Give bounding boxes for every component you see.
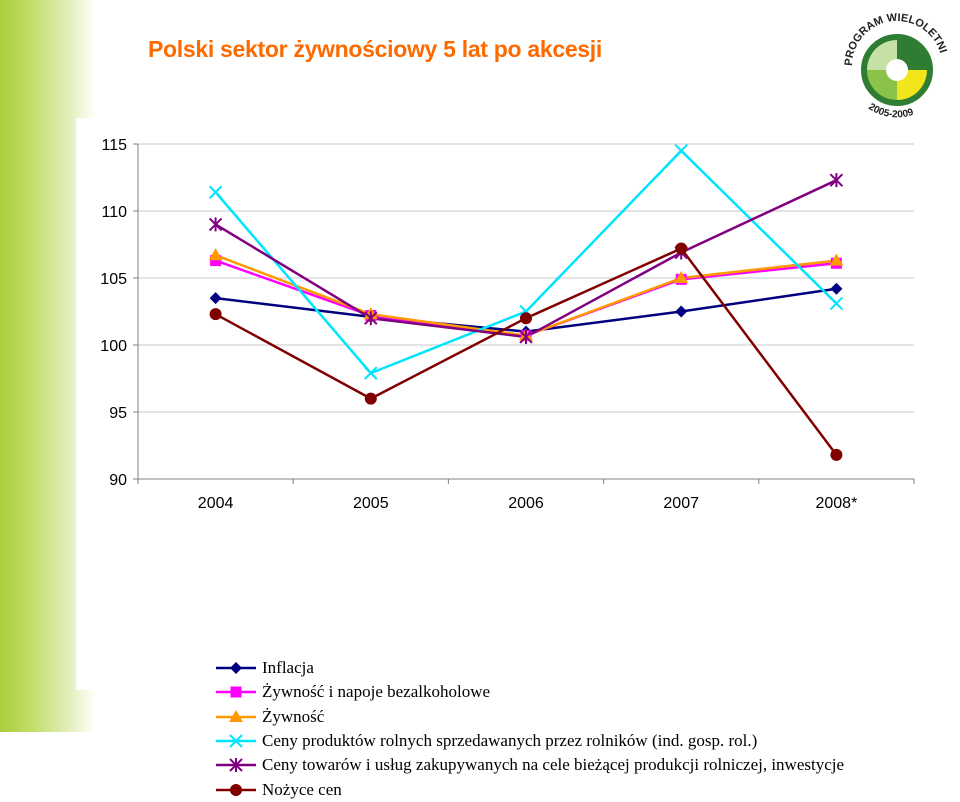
data-point-circle [209, 308, 222, 321]
data-point-circle [520, 312, 532, 325]
chart-legend: Inflacja Żywność i napoje bezalkoholowe Ży… [216, 656, 844, 802]
data-point-diamond [675, 305, 688, 318]
data-point-diamond [830, 282, 843, 295]
data-point-x [674, 143, 688, 158]
x-tick-label: 2005 [353, 495, 389, 512]
x-tick-label: 2004 [198, 495, 234, 512]
y-tick-label: 95 [109, 405, 127, 422]
data-point-triangle [829, 253, 844, 266]
legend-marker-diamond [230, 662, 242, 675]
legend-item: Inflacja [216, 656, 844, 680]
data-point-diamond [209, 292, 222, 305]
data-point-asterisk [519, 329, 533, 344]
legend-label: Żywność i napoje bezalkoholowe [262, 682, 491, 702]
legend-marker-circle [230, 783, 242, 796]
data-point-x [208, 185, 223, 199]
data-point-asterisk [208, 217, 223, 232]
data-point-x [364, 366, 378, 380]
legend-item: Nożyce cen [216, 777, 844, 801]
series-markers [208, 143, 844, 461]
y-tick-label: 115 [101, 137, 127, 154]
data-point-triangle [208, 248, 223, 261]
chart-panel: 90 95 100 105 110 115 2004 2005 2006 2007 2008* In… [76, 118, 960, 799]
legend-item: Żywność i napoje bezalkoholowe [216, 680, 844, 704]
legend-label: Nożyce cen [262, 779, 342, 799]
x-tick-label: 2008* [815, 495, 857, 512]
legend-swatch-asterisk [216, 758, 256, 773]
legend-label: Ceny towarów i usług zakupywanych na cel… [262, 755, 845, 775]
legend-marker-triangle [229, 709, 243, 722]
y-tick-label: 105 [100, 271, 127, 288]
data-point-triangle [674, 271, 689, 283]
y-tick-label: 90 [109, 472, 127, 489]
data-point-asterisk [829, 173, 844, 188]
legend-swatch-circle [216, 783, 256, 796]
legend-label: Żywność [262, 706, 325, 726]
data-point-circle [675, 242, 688, 255]
legend-swatch-x [216, 734, 256, 748]
program-wieloletni-logo: PROGRAM WIELOLETNI 2005-2009 [838, 6, 956, 122]
series-lines [214, 149, 838, 456]
y-tick-label: 100 [100, 338, 127, 355]
legend-item: Ceny produktów rolnych sprzedawanych prz… [216, 729, 844, 753]
data-point-asterisk [364, 311, 378, 326]
legend-swatch-square [216, 686, 256, 698]
data-point-square [210, 255, 222, 267]
x-tick-label: 2007 [663, 495, 699, 512]
x-tick-label: 2006 [508, 495, 544, 512]
y-tick-label: 110 [101, 204, 127, 221]
data-point-circle [364, 392, 377, 405]
page-title: Polski sektor żywnościowy 5 lat po akces… [148, 36, 602, 62]
data-point-x [829, 296, 844, 311]
axes: 90 95 100 105 110 115 2004 2005 2006 2007 2008* [100, 137, 915, 512]
line-chart: 90 95 100 105 110 115 2004 2005 2006 2007 2008* [100, 137, 915, 512]
legend-item: Żywność [216, 705, 844, 729]
grid-lines [138, 143, 914, 413]
legend-label: Inflacja [262, 658, 314, 678]
legend-item: Ceny towarów i usług zakupywanych na cel… [216, 753, 844, 777]
data-point-circle [830, 448, 843, 461]
legend-marker-square [230, 686, 242, 698]
legend-swatch-triangle [216, 709, 256, 722]
legend-swatch-diamond [216, 662, 256, 675]
legend-label: Ceny produktów rolnych sprzedawanych prz… [262, 731, 758, 751]
